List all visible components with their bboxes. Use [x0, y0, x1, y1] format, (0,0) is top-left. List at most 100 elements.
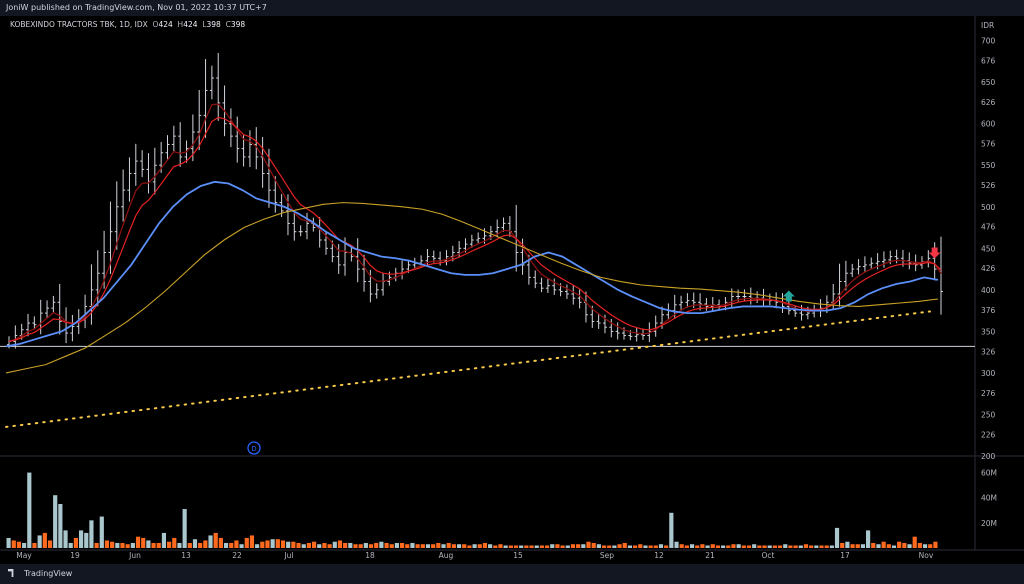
volume-bar: [560, 545, 565, 548]
price-tick-label: 600: [981, 120, 996, 129]
volume-bar: [798, 545, 803, 548]
volume-bar: [762, 545, 767, 548]
volume-bar: [928, 544, 933, 548]
volume-bar: [37, 535, 42, 548]
volume-bar: [513, 545, 519, 548]
volume-bar: [110, 541, 115, 548]
price-tick-label: 450: [981, 244, 996, 253]
volume-bar: [850, 544, 855, 548]
volume-bar: [772, 545, 777, 548]
volume-bar: [192, 539, 198, 548]
volume-bar: [726, 545, 731, 548]
volume-bar: [58, 504, 63, 548]
price-tick-label: 650: [981, 78, 996, 87]
price-tick-label: 500: [981, 203, 996, 212]
low-value: 398: [206, 20, 221, 29]
volume-bar: [332, 541, 337, 548]
volume-bar: [472, 544, 477, 548]
volume-bar: [203, 540, 208, 548]
price-tick-label: 250: [981, 410, 996, 419]
volume-bar: [767, 545, 772, 548]
volume-bar: [343, 542, 348, 548]
volume-bar: [89, 520, 94, 548]
volume-bar: [151, 542, 156, 548]
volume-tick-label: 20M: [981, 519, 997, 528]
volume-bar: [534, 545, 539, 548]
volume-bar: [400, 542, 405, 548]
chart-canvas[interactable]: IDR 700 676 650 626 600 576 550 526 500 476 450 426 4…: [0, 16, 1024, 564]
volume-bar: [829, 545, 834, 548]
time-tick-label: 15: [513, 551, 523, 560]
volume-bar: [824, 545, 829, 548]
price-tick-label: 476: [981, 223, 996, 232]
volume-bar: [705, 545, 710, 548]
volume-bar: [674, 541, 679, 548]
volume-bar: [218, 537, 223, 548]
volume-bar: [16, 541, 22, 548]
volume-bar: [167, 541, 172, 548]
volume-bar: [643, 545, 648, 548]
price-tick-label: 626: [981, 98, 996, 107]
ema-dark-red-line: [8, 103, 942, 342]
volume-bar: [912, 536, 917, 548]
volume-bar: [115, 542, 120, 548]
volume-bar: [700, 544, 705, 548]
price-tick-label: 676: [981, 57, 996, 66]
time-tick-label: Aug: [439, 551, 454, 560]
ma-gold-line: [5, 202, 939, 374]
volume-bar: [834, 527, 840, 548]
time-tick-label: 22: [232, 551, 242, 560]
open-label: O: [152, 20, 159, 29]
volume-bar: [420, 544, 425, 548]
price-tick-label: 400: [981, 286, 996, 295]
close-value: 398: [230, 20, 246, 29]
brand-label: TradingView: [24, 569, 73, 578]
volume-bar: [607, 545, 612, 548]
buy-arrow-icon: [782, 290, 795, 302]
volume-tick-label: 40M: [981, 494, 997, 503]
volume-bar: [280, 540, 286, 548]
volume-bar: [172, 537, 177, 548]
volume-bar: [275, 539, 280, 548]
volume-bar: [648, 545, 653, 548]
volume-bar: [819, 545, 824, 548]
volume-bar: [855, 544, 860, 548]
volume-bar: [249, 535, 255, 548]
volume-bar: [358, 544, 363, 548]
volume-bar: [715, 545, 721, 548]
volume-bar: [539, 545, 544, 548]
volume-bar: [223, 542, 229, 548]
volume-bar: [374, 542, 379, 548]
volume-bar: [627, 545, 633, 548]
time-tick-label: May: [16, 551, 32, 560]
price-tick-label: 276: [981, 389, 996, 398]
volume-bar: [721, 545, 726, 548]
volume-bar: [405, 544, 410, 548]
volume-bar: [394, 542, 400, 548]
volume-bar: [125, 544, 130, 548]
price-tick-label: 426: [981, 264, 996, 273]
ma-blue-line: [5, 180, 939, 348]
volume-bar: [669, 512, 674, 548]
time-tick-label: 13: [181, 551, 191, 560]
price-tick-label: 326: [981, 347, 996, 356]
volume-bar: [368, 544, 374, 548]
volume-bar: [860, 544, 866, 548]
volume-bar: [917, 542, 922, 548]
volume-bar: [519, 545, 524, 548]
volume-bar: [32, 542, 37, 548]
volume-bar: [891, 545, 897, 548]
volume-bar: [244, 537, 249, 548]
volume-bar: [229, 542, 234, 548]
volume-bar: [907, 544, 912, 548]
tradingview-logo-icon: [8, 569, 14, 577]
volume-bar: [379, 541, 384, 548]
volume-bar: [793, 545, 798, 548]
dividend-marker-icon[interactable]: [247, 441, 261, 455]
volume-bar: [177, 542, 182, 548]
volume-bar: [477, 544, 482, 548]
volume-bar: [809, 545, 814, 548]
volume-bar: [348, 542, 353, 548]
currency-label: IDR: [981, 21, 994, 30]
volume-bar: [503, 545, 508, 548]
